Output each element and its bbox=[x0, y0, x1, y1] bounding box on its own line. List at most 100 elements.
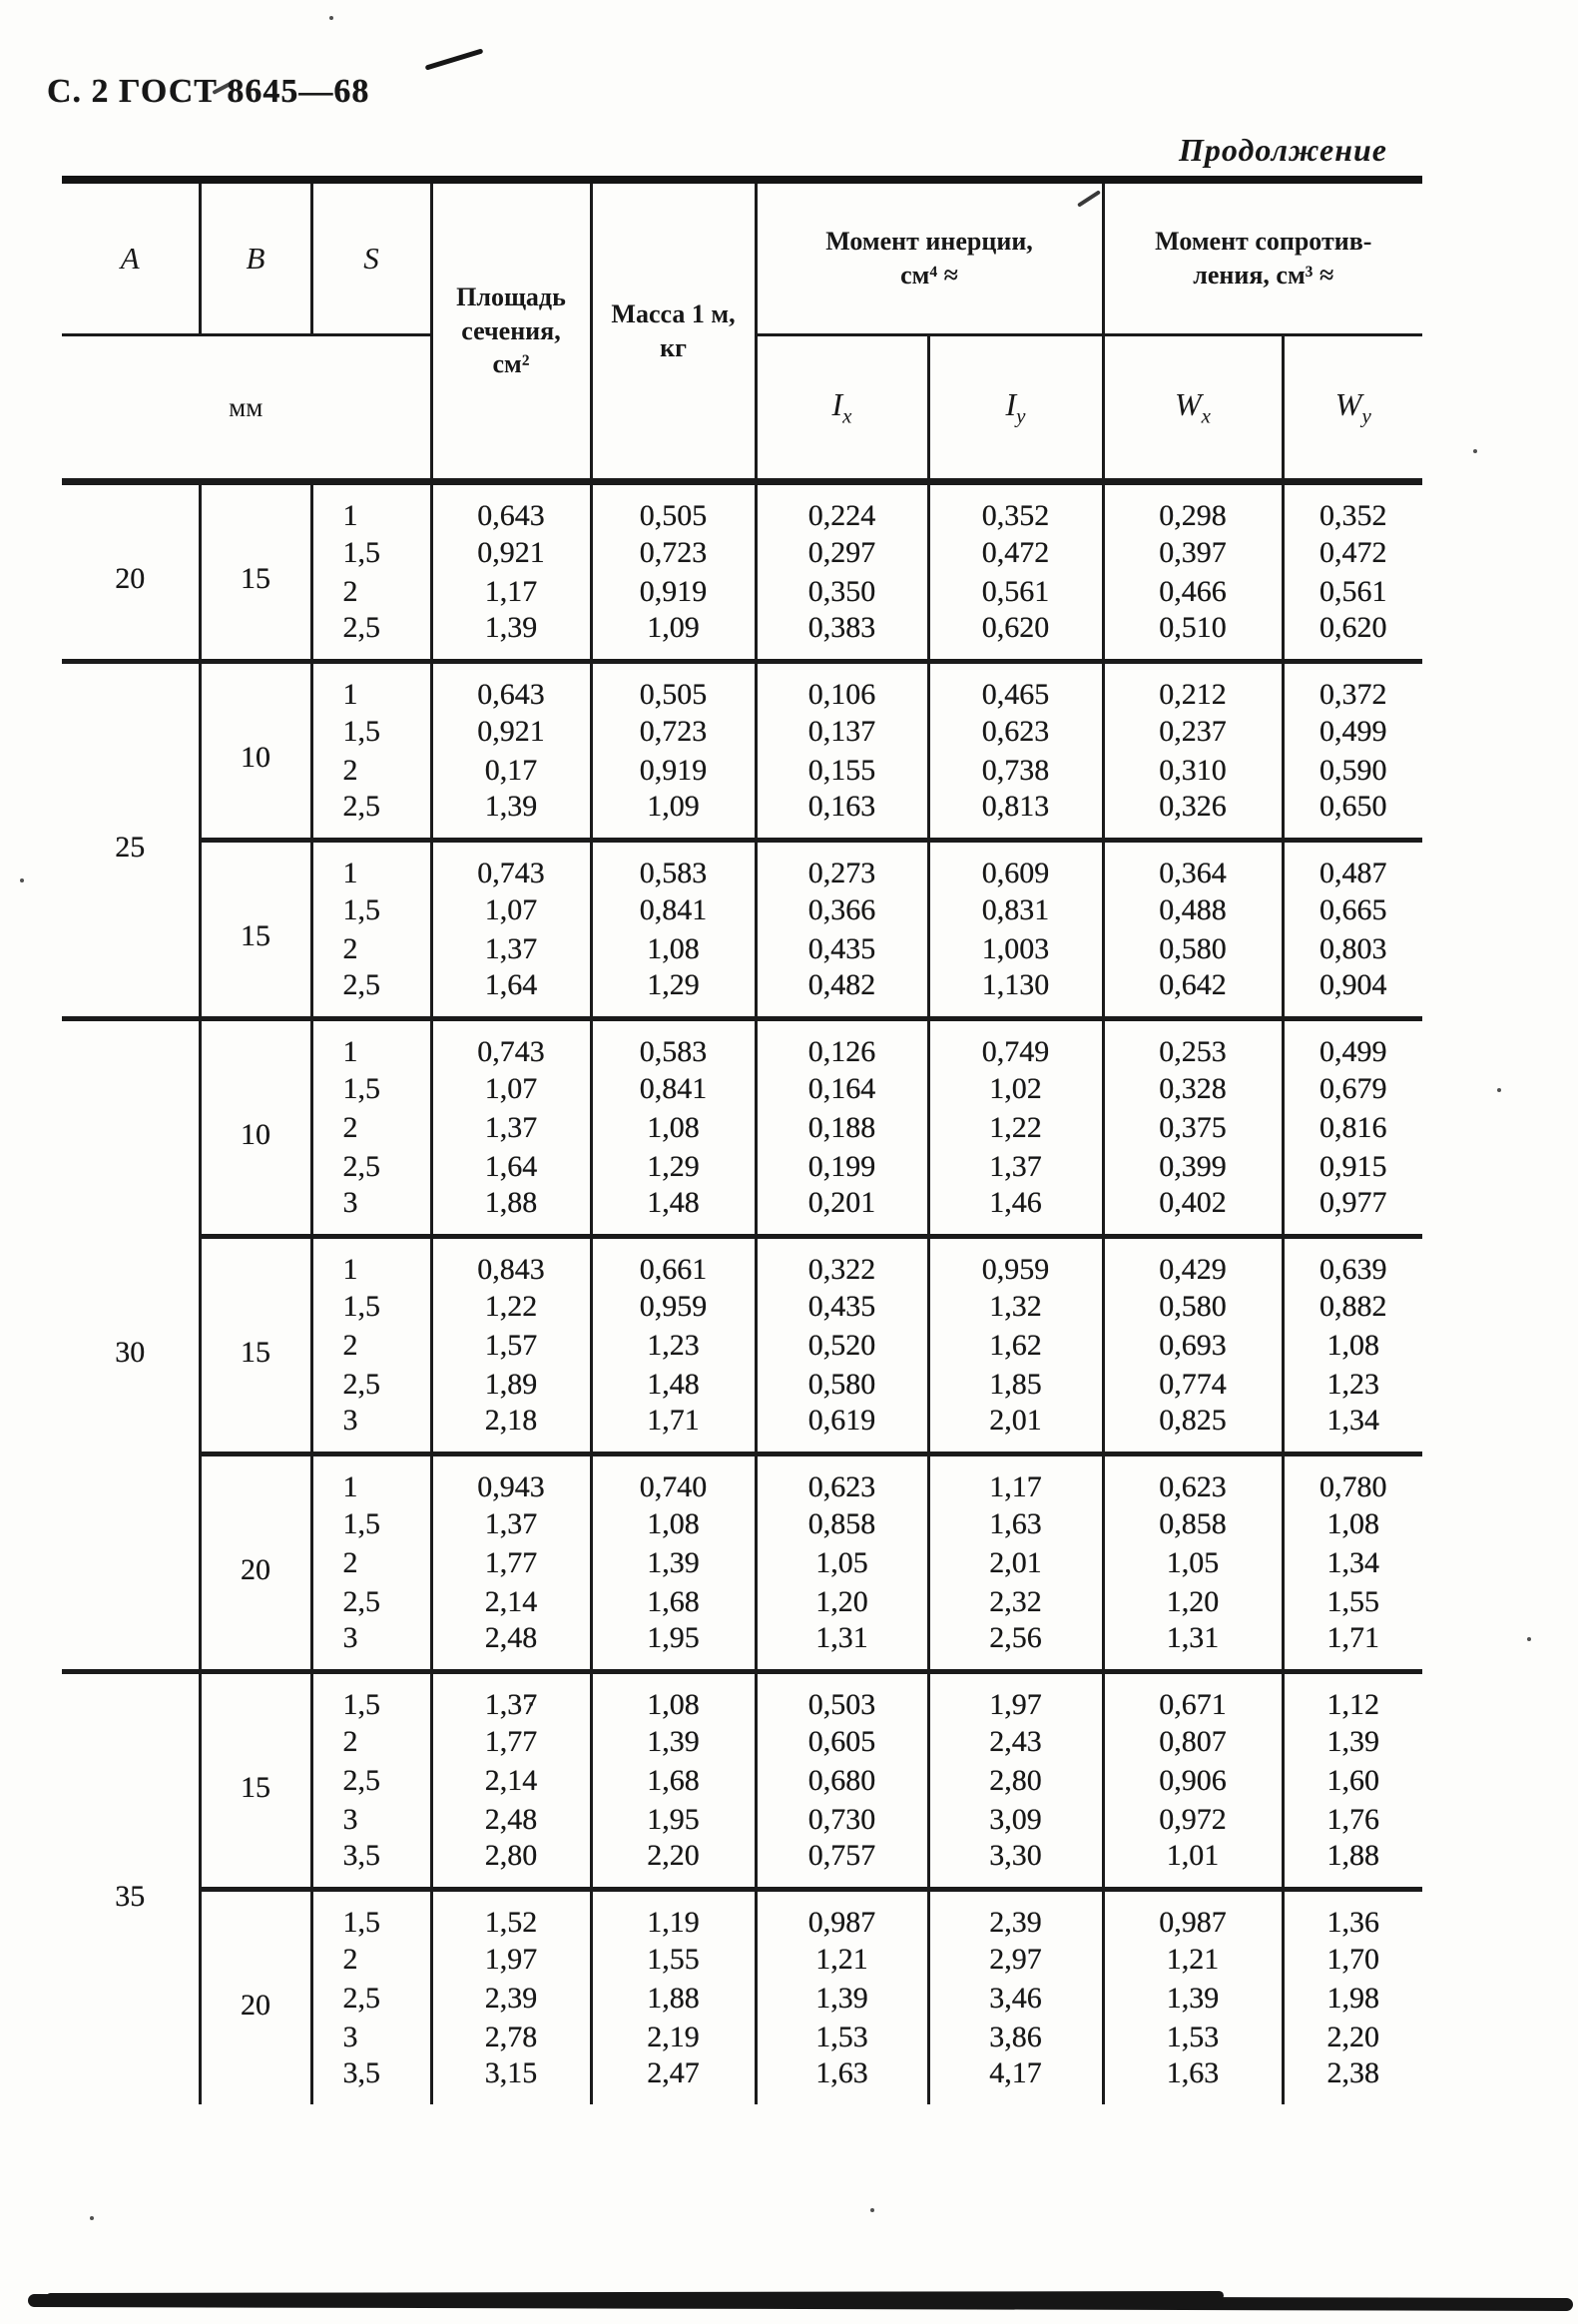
cell-s: 2 bbox=[311, 1326, 433, 1365]
cell-area: 2,14 bbox=[431, 1761, 593, 1800]
cell-area: 1,37 bbox=[431, 1504, 593, 1543]
cell-wx: 1,21 bbox=[1103, 1940, 1285, 1979]
cell-s: 3 bbox=[311, 1621, 433, 1674]
cell-s: 1,5 bbox=[311, 1504, 433, 1543]
cell-wx: 0,858 bbox=[1103, 1504, 1285, 1543]
cell-ix: 0,619 bbox=[756, 1404, 930, 1456]
table-row: 1,5 1,37 1,08 0,858 1,63 0,858 1,08 bbox=[62, 1504, 1422, 1543]
cell-wy: 1,71 bbox=[1283, 1621, 1423, 1674]
cell-wy: 0,679 bbox=[1319, 1071, 1387, 1105]
cell-mass: 1,29 bbox=[591, 968, 758, 1021]
cell-dim-b: 10 bbox=[200, 1018, 313, 1239]
header-col-area: Площадь сечения, см² bbox=[431, 180, 593, 485]
table-row: 2,5 1,39 1,09 0,163 0,813 0,326 0,650 bbox=[62, 790, 1423, 843]
cell-mass: 0,583 bbox=[591, 1018, 758, 1069]
cell-wx: 0,375 bbox=[1103, 1108, 1285, 1147]
cell-area: 0,943 bbox=[431, 1453, 593, 1504]
cell-mass: 0,841 bbox=[591, 1069, 758, 1108]
cell-area: 1,57 bbox=[431, 1326, 593, 1365]
cell-iy: 0,959 bbox=[928, 1236, 1105, 1287]
table-row: 2,5 1,39 1,09 0,383 0,620 0,510 0,620 bbox=[62, 611, 1423, 664]
cell-wx: 0,466 bbox=[1103, 572, 1285, 611]
cell-dim-b: 15 bbox=[200, 1236, 313, 1456]
header-col-resistance: Момент сопротив- ления, см³ ≈ bbox=[1103, 180, 1423, 336]
table-row: 25 10 1 0,643 0,505 0,106 0,465 0,212 0,372 bbox=[62, 661, 1422, 1021]
table-row: 1,5 0,921 0,723 0,297 0,472 0,397 0,472 bbox=[62, 533, 1422, 572]
cell-s: 3 bbox=[311, 1800, 433, 1839]
cell-ix: 0,188 bbox=[756, 1108, 930, 1147]
cell-ix: 0,605 bbox=[756, 1722, 930, 1761]
scan-stroke-top bbox=[424, 48, 484, 71]
cell-mass: 1,08 bbox=[591, 1504, 758, 1543]
cell-wx: 1,31 bbox=[1103, 1621, 1285, 1674]
cell-wx: 0,774 bbox=[1103, 1365, 1285, 1404]
cell-mass: 1,29 bbox=[591, 1147, 758, 1186]
cell-area: 1,97 bbox=[431, 1940, 593, 1979]
cell-iy: 1,17 bbox=[928, 1453, 1105, 1504]
cell-iy: 0,623 bbox=[928, 712, 1105, 751]
cell-iy: 1,63 bbox=[928, 1504, 1105, 1543]
cell-mass: 1,19 bbox=[591, 1889, 758, 1940]
cell-s: 2,5 bbox=[311, 1761, 433, 1800]
cell-area: 0,843 bbox=[431, 1236, 593, 1287]
scan-speck bbox=[1527, 1637, 1531, 1641]
cell-area: 1,07 bbox=[431, 890, 593, 929]
cell-iy: 3,09 bbox=[928, 1800, 1105, 1839]
cell-area: 1,64 bbox=[431, 1147, 593, 1186]
cell-s: 1 bbox=[311, 1018, 433, 1069]
cell-ix: 0,580 bbox=[756, 1365, 930, 1404]
cell-iy: 1,02 bbox=[928, 1069, 1105, 1108]
cell-wy: 0,780 bbox=[1319, 1470, 1387, 1503]
cell-s: 1 bbox=[311, 481, 433, 533]
cell-iy: 0,465 bbox=[928, 661, 1105, 712]
cell-wy: 0,620 bbox=[1283, 611, 1423, 664]
cell-s: 3,5 bbox=[311, 2056, 433, 2104]
table-row: 20 15 1 0,643 0,505 0,224 0,352 0,298 0,352 bbox=[62, 481, 1422, 664]
cell-iy: 1,62 bbox=[928, 1326, 1105, 1365]
cell-area: 1,89 bbox=[431, 1365, 593, 1404]
cell-area: 3,15 bbox=[431, 2056, 593, 2104]
cell-ix: 0,297 bbox=[756, 533, 930, 572]
cell-iy: 0,620 bbox=[928, 611, 1105, 664]
cell-iy: 1,85 bbox=[928, 1365, 1105, 1404]
cell-ix: 0,106 bbox=[756, 661, 930, 712]
cell-s: 3,5 bbox=[311, 1839, 433, 1892]
scan-speck bbox=[529, 1702, 533, 1706]
header-iy: Iy bbox=[928, 334, 1105, 485]
header-resistance-line1: Момент сопротив- bbox=[1155, 227, 1372, 257]
cell-mass: 0,723 bbox=[591, 533, 758, 572]
table-row: 3 2,48 1,95 1,31 2,56 1,31 1,71 bbox=[62, 1621, 1423, 1674]
header-col-b: B bbox=[200, 180, 313, 336]
cell-wx: 0,397 bbox=[1103, 533, 1285, 572]
cell-wx: 0,310 bbox=[1103, 751, 1285, 790]
cell-s: 2 bbox=[311, 1940, 433, 1979]
cell-ix: 1,31 bbox=[756, 1621, 930, 1674]
cell-mass: 1,23 bbox=[591, 1326, 758, 1365]
cell-ix: 0,858 bbox=[756, 1504, 930, 1543]
table-row: 2 1,77 1,39 0,605 2,43 0,807 1,39 bbox=[62, 1722, 1422, 1761]
cell-wx: 0,580 bbox=[1103, 1287, 1285, 1326]
header-ix: Ix bbox=[756, 334, 930, 485]
cell-mass: 1,39 bbox=[591, 1722, 758, 1761]
cell-ix: 0,383 bbox=[756, 611, 930, 664]
cell-wx: 0,399 bbox=[1103, 1147, 1285, 1186]
cell-area: 1,77 bbox=[431, 1543, 593, 1582]
cell-mass: 1,68 bbox=[591, 1761, 758, 1800]
cell-ix: 1,21 bbox=[756, 1940, 930, 1979]
cell-wy: 1,34 bbox=[1283, 1404, 1423, 1456]
cell-iy: 2,80 bbox=[928, 1761, 1105, 1800]
cell-mass: 1,08 bbox=[591, 929, 758, 968]
cell-wy: 1,39 bbox=[1326, 1724, 1380, 1758]
table-row: 1,5 1,07 0,841 0,366 0,831 0,488 0,665 bbox=[62, 890, 1422, 929]
cell-wx: 0,987 bbox=[1103, 1889, 1285, 1940]
table-row: 35 15 1,5 1,37 1,08 0,503 1,97 0,671 1,12 bbox=[62, 1671, 1422, 2104]
header-col-inertia: Момент инерции, см⁴ ≈ bbox=[756, 180, 1105, 336]
cell-ix: 1,53 bbox=[756, 2018, 930, 2056]
cell-mass: 1,55 bbox=[591, 1940, 758, 1979]
cell-wy: 2,20 bbox=[1326, 2020, 1380, 2053]
cell-mass: 1,71 bbox=[591, 1404, 758, 1456]
cell-area: 1,77 bbox=[431, 1722, 593, 1761]
cell-ix: 0,366 bbox=[756, 890, 930, 929]
cell-wx: 1,20 bbox=[1103, 1582, 1285, 1621]
cell-mass: 0,505 bbox=[591, 481, 758, 533]
